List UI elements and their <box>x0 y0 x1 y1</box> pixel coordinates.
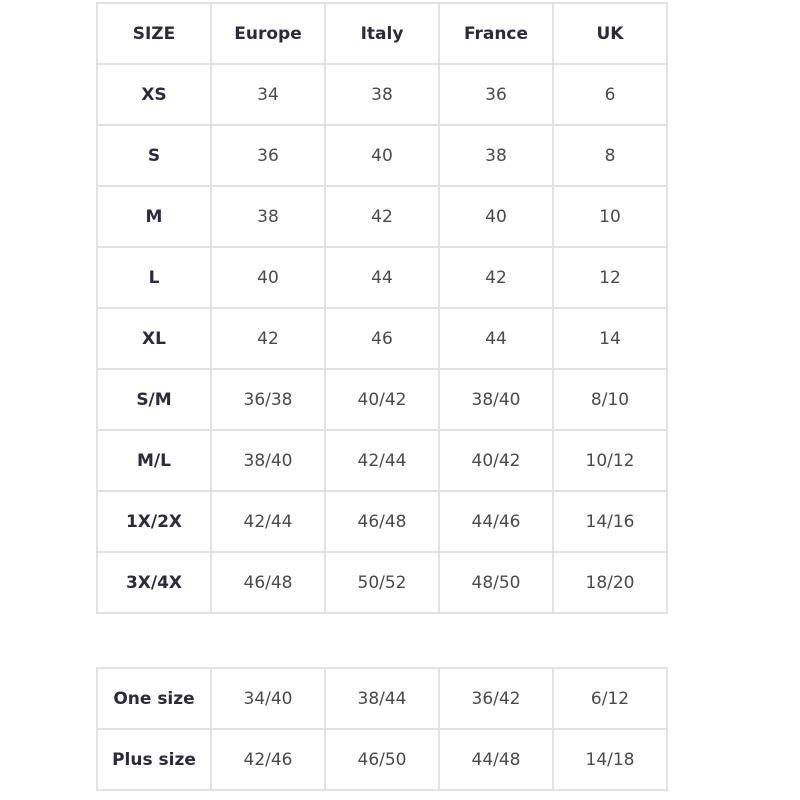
size-value-cell: 42/44 <box>210 490 326 553</box>
special-sizes-table: One size 34/40 38/44 36/42 6/12 Plus size 42/4… <box>96 667 668 791</box>
size-value-cell: 14 <box>552 307 668 370</box>
size-label-cell: S <box>96 124 212 187</box>
size-value-cell: 38/40 <box>438 368 554 431</box>
size-label-cell: XL <box>96 307 212 370</box>
column-header: France <box>438 2 554 65</box>
table-header-row: SIZE Europe Italy France UK <box>96 2 668 65</box>
size-value-cell: 10/12 <box>552 429 668 492</box>
size-value-cell: 46/50 <box>324 728 440 791</box>
size-value-cell: 40/42 <box>438 429 554 492</box>
size-value-cell: 38 <box>210 185 326 248</box>
size-conversion-table: SIZE Europe Italy France UK XS 34 38 36 6 S 36 40 38… <box>96 2 668 614</box>
table-row: 1X/2X 42/44 46/48 44/46 14/16 <box>96 490 668 553</box>
size-value-cell: 14/18 <box>552 728 668 791</box>
size-label-cell: 1X/2X <box>96 490 212 553</box>
size-value-cell: 42 <box>324 185 440 248</box>
size-value-cell: 44/48 <box>438 728 554 791</box>
size-value-cell: 38 <box>438 124 554 187</box>
table-row: S/M 36/38 40/42 38/40 8/10 <box>96 368 668 431</box>
size-value-cell: 42 <box>210 307 326 370</box>
table-row: XL 42 46 44 14 <box>96 307 668 370</box>
column-header: UK <box>552 2 668 65</box>
size-label-cell: 3X/4X <box>96 551 212 614</box>
size-value-cell: 8 <box>552 124 668 187</box>
size-label-cell: XS <box>96 63 212 126</box>
size-value-cell: 36/42 <box>438 667 554 730</box>
size-value-cell: 50/52 <box>324 551 440 614</box>
size-label-cell: M <box>96 185 212 248</box>
size-value-cell: 38/40 <box>210 429 326 492</box>
size-value-cell: 36 <box>438 63 554 126</box>
size-value-cell: 38/44 <box>324 667 440 730</box>
size-value-cell: 46 <box>324 307 440 370</box>
size-value-cell: 40 <box>210 246 326 309</box>
table-row: M 38 42 40 10 <box>96 185 668 248</box>
size-label-cell: S/M <box>96 368 212 431</box>
size-value-cell: 42/44 <box>324 429 440 492</box>
size-value-cell: 34/40 <box>210 667 326 730</box>
size-value-cell: 46/48 <box>210 551 326 614</box>
size-value-cell: 8/10 <box>552 368 668 431</box>
size-value-cell: 10 <box>552 185 668 248</box>
size-value-cell: 44 <box>324 246 440 309</box>
size-value-cell: 42/46 <box>210 728 326 791</box>
table-row: One size 34/40 38/44 36/42 6/12 <box>96 667 668 730</box>
size-value-cell: 44 <box>438 307 554 370</box>
size-value-cell: 48/50 <box>438 551 554 614</box>
size-label-cell: One size <box>96 667 212 730</box>
table-row: L 40 44 42 12 <box>96 246 668 309</box>
size-value-cell: 36/38 <box>210 368 326 431</box>
size-value-cell: 12 <box>552 246 668 309</box>
size-value-cell: 18/20 <box>552 551 668 614</box>
table-row: 3X/4X 46/48 50/52 48/50 18/20 <box>96 551 668 614</box>
size-label-cell: Plus size <box>96 728 212 791</box>
column-header: Italy <box>324 2 440 65</box>
column-header: Europe <box>210 2 326 65</box>
table-row: M/L 38/40 42/44 40/42 10/12 <box>96 429 668 492</box>
size-value-cell: 38 <box>324 63 440 126</box>
table-row: S 36 40 38 8 <box>96 124 668 187</box>
size-value-cell: 40/42 <box>324 368 440 431</box>
size-value-cell: 6/12 <box>552 667 668 730</box>
size-value-cell: 46/48 <box>324 490 440 553</box>
table-row: Plus size 42/46 46/50 44/48 14/18 <box>96 728 668 791</box>
size-value-cell: 42 <box>438 246 554 309</box>
size-value-cell: 6 <box>552 63 668 126</box>
size-value-cell: 40 <box>324 124 440 187</box>
size-value-cell: 14/16 <box>552 490 668 553</box>
size-label-cell: L <box>96 246 212 309</box>
size-value-cell: 36 <box>210 124 326 187</box>
column-header: SIZE <box>96 2 212 65</box>
table-row: XS 34 38 36 6 <box>96 63 668 126</box>
size-value-cell: 44/46 <box>438 490 554 553</box>
size-value-cell: 34 <box>210 63 326 126</box>
size-label-cell: M/L <box>96 429 212 492</box>
size-value-cell: 40 <box>438 185 554 248</box>
